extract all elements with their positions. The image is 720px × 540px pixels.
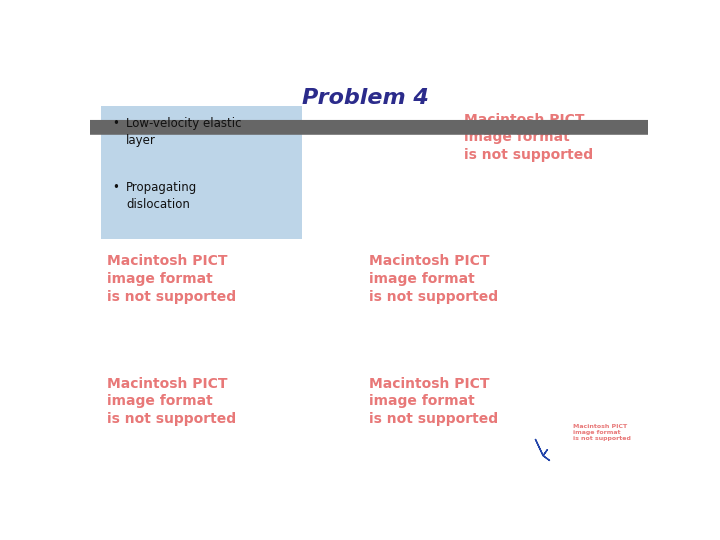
Text: Macintosh PICT
image format
is not supported: Macintosh PICT image format is not suppo…: [107, 377, 236, 427]
Text: Macintosh PICT
image format
is not supported: Macintosh PICT image format is not suppo…: [572, 424, 631, 441]
Text: Problem 4: Problem 4: [302, 87, 429, 107]
Text: Low-velocity elastic
layer: Low-velocity elastic layer: [126, 117, 242, 147]
Polygon shape: [535, 439, 550, 461]
Text: •: •: [112, 117, 120, 130]
Text: Macintosh PICT
image format
is not supported: Macintosh PICT image format is not suppo…: [369, 254, 498, 303]
FancyBboxPatch shape: [101, 106, 302, 239]
Text: Macintosh PICT
image format
is not supported: Macintosh PICT image format is not suppo…: [369, 377, 498, 427]
Text: Macintosh PICT
image format
is not supported: Macintosh PICT image format is not suppo…: [107, 254, 236, 303]
Text: Propagating
dislocation: Propagating dislocation: [126, 181, 197, 211]
Text: •: •: [112, 181, 120, 194]
Text: Macintosh PICT
image format
is not supported: Macintosh PICT image format is not suppo…: [464, 113, 593, 163]
